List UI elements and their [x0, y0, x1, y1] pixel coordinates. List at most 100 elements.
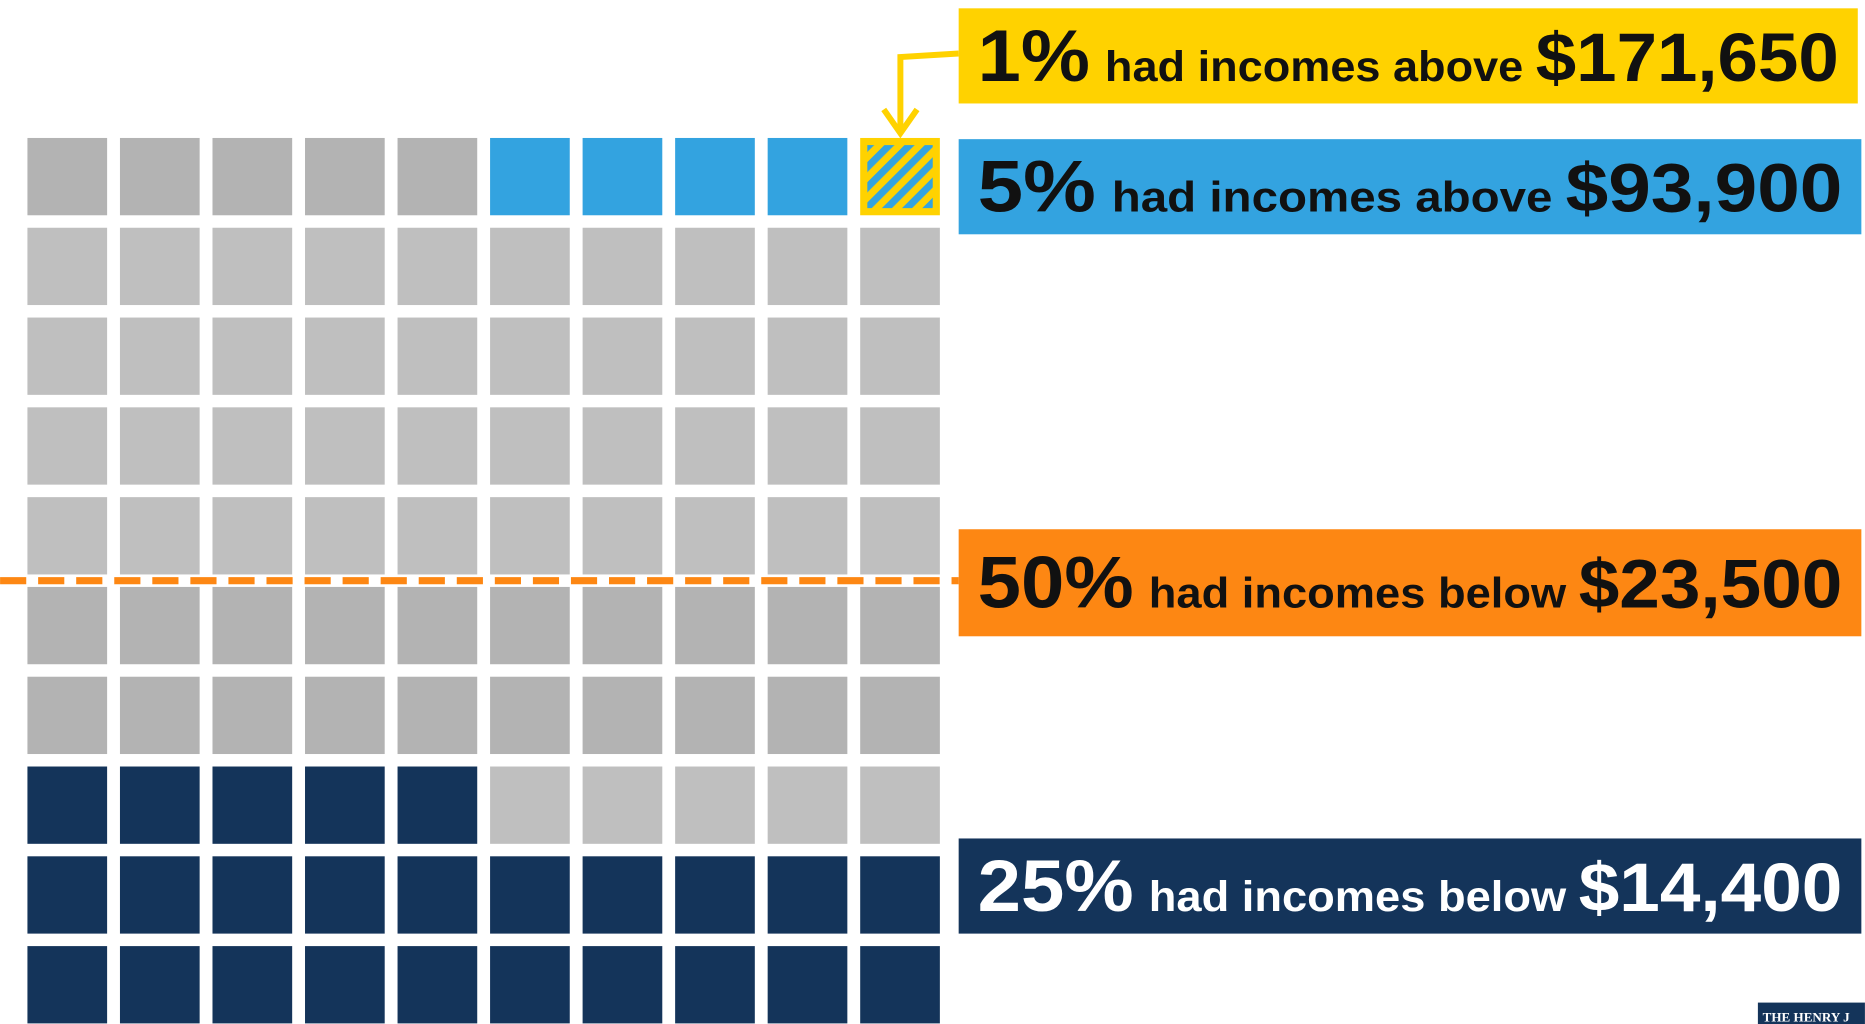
- cell: [305, 227, 385, 306]
- cell: [305, 766, 385, 844]
- callout-box: [958, 838, 1862, 934]
- cell: [860, 227, 940, 306]
- cell: [490, 317, 570, 395]
- cell: [675, 946, 755, 1024]
- cell: [305, 407, 385, 485]
- callout-arrowhead: [881, 107, 920, 139]
- waffle-grid: [27, 137, 940, 1024]
- cell: [119, 586, 200, 665]
- cell: [119, 137, 200, 216]
- cell: [767, 407, 848, 485]
- cell: [860, 586, 940, 665]
- cell: [675, 317, 755, 395]
- cell: [119, 497, 200, 575]
- callout-text: 25% had incomes below $14,400: [978, 844, 1843, 927]
- cell: [397, 586, 478, 665]
- callout-amount: $171,650: [1536, 19, 1839, 96]
- cell: [397, 497, 478, 575]
- cell: [490, 137, 570, 216]
- cell: [27, 856, 108, 934]
- cell: [212, 137, 293, 216]
- cell: [119, 227, 200, 306]
- callout-label: had incomes above: [1105, 43, 1523, 91]
- cell: [305, 137, 385, 216]
- cell: [767, 946, 848, 1024]
- cell: [397, 946, 478, 1024]
- cell: [860, 407, 940, 485]
- cell: [212, 317, 293, 395]
- cell: [860, 946, 940, 1024]
- cell: [767, 227, 848, 306]
- callout-amount: $23,500: [1579, 546, 1843, 623]
- cell: [582, 946, 663, 1024]
- cell: [212, 227, 293, 306]
- callout-percent: 5%: [978, 145, 1096, 228]
- cell: [582, 497, 663, 575]
- cell: [860, 317, 940, 395]
- cell: [490, 586, 570, 665]
- callout-percent: 25%: [978, 844, 1134, 927]
- cell: [860, 497, 940, 575]
- cell: [212, 856, 293, 934]
- cell: [582, 676, 663, 755]
- cell: [675, 766, 755, 844]
- cell: [490, 497, 570, 575]
- cell: [305, 317, 385, 395]
- callout-label: had incomes above: [1112, 174, 1553, 222]
- cell: [675, 856, 755, 934]
- callout-box: [958, 8, 1858, 104]
- cell: [860, 766, 940, 844]
- overlays: 1% had incomes above $171,650 5% had incomes…: [0, 8, 1862, 934]
- cell: [490, 407, 570, 485]
- cell: [27, 227, 108, 306]
- cell: [490, 946, 570, 1024]
- cell: [27, 497, 108, 575]
- callout-label: had incomes below: [1149, 570, 1567, 618]
- cell: [397, 137, 478, 216]
- logo-box: [1757, 1002, 1865, 1024]
- cell: [305, 586, 385, 665]
- cell: [27, 407, 108, 485]
- cell: [119, 766, 200, 844]
- cell: [675, 407, 755, 485]
- cell: [27, 137, 108, 216]
- cell: [119, 946, 200, 1024]
- callout-amount: $14,400: [1579, 849, 1843, 926]
- cell: [397, 856, 478, 934]
- hatched-cell: [860, 137, 940, 216]
- cell: [305, 497, 385, 575]
- callout-box: [958, 529, 1862, 637]
- callout-text: 50% had incomes below $23,500: [978, 541, 1843, 624]
- callout-box: [958, 139, 1862, 235]
- cell: [675, 676, 755, 755]
- cell: [582, 407, 663, 485]
- cell: [860, 676, 940, 755]
- callout-text: 5% had incomes above $93,900: [978, 145, 1843, 228]
- cell: [582, 586, 663, 665]
- cell: [305, 946, 385, 1024]
- cell: [397, 227, 478, 306]
- cell: [675, 137, 755, 216]
- cell: [305, 856, 385, 934]
- cell: [767, 676, 848, 755]
- cell: [582, 317, 663, 395]
- cell: [27, 946, 108, 1024]
- cell: [675, 227, 755, 306]
- cell: [767, 766, 848, 844]
- cell: [397, 676, 478, 755]
- cell: [767, 137, 848, 216]
- cell: [212, 946, 293, 1024]
- callout-label: had incomes below: [1149, 873, 1567, 921]
- callout-amount: $93,900: [1566, 150, 1843, 227]
- cell: [397, 317, 478, 395]
- cell: [397, 766, 478, 844]
- cell: [119, 317, 200, 395]
- cell: [305, 676, 385, 755]
- cell: [767, 497, 848, 575]
- cell: [490, 227, 570, 306]
- cell: [767, 317, 848, 395]
- cell: [767, 856, 848, 934]
- cell: [212, 766, 293, 844]
- callout-percent: 1%: [978, 14, 1090, 97]
